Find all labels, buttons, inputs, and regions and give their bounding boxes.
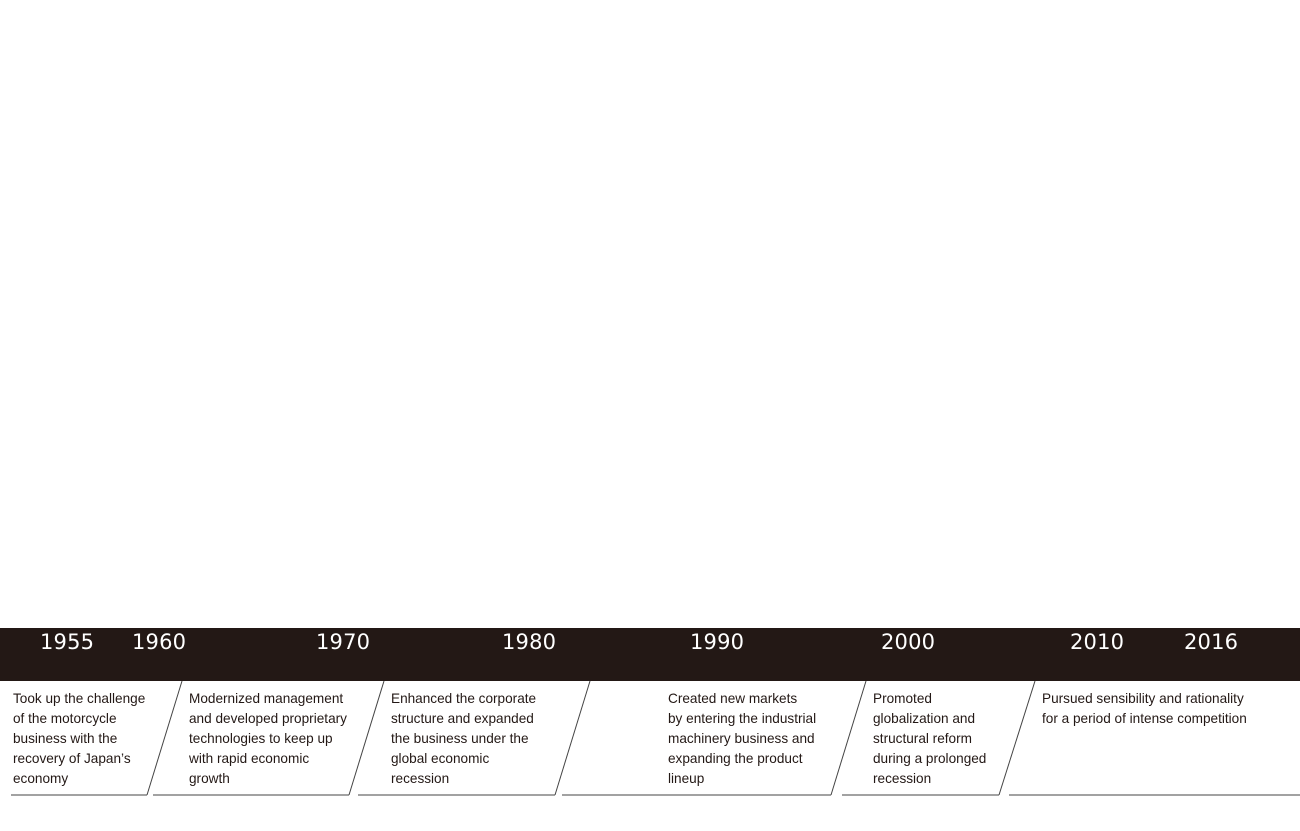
- era-description-3: Enhanced the corporate structure and exp…: [391, 689, 536, 789]
- era-line: by entering the industrial: [668, 711, 817, 726]
- era-line: the business under the: [391, 731, 529, 746]
- year-label-1955: 1955: [40, 630, 95, 654]
- era-line: lineup: [668, 771, 705, 786]
- era-line: Took up the challenge: [13, 691, 146, 706]
- era-description-5: Promoted globalization and structural re…: [873, 689, 986, 789]
- era-line: Pursued sensibility and rationality: [1042, 691, 1244, 706]
- era-line: global economic: [391, 751, 490, 766]
- year-label-2000: 2000: [881, 630, 936, 654]
- era-line: technologies to keep up: [189, 731, 333, 746]
- timeline-band: [0, 628, 1300, 681]
- era-line: with rapid economic: [189, 751, 310, 766]
- era-line: for a period of intense competition: [1042, 711, 1247, 726]
- year-label-1970: 1970: [316, 630, 371, 654]
- era-line: of the motorcycle: [13, 711, 117, 726]
- era-line: machinery business and: [668, 731, 815, 746]
- era-line: during a prolonged: [873, 751, 987, 766]
- era-line: recession: [391, 771, 450, 786]
- year-label-1990: 1990: [690, 630, 745, 654]
- era-line: Created new markets: [668, 691, 798, 706]
- era-line: recovery of Japan’s: [13, 751, 131, 766]
- era-line: structure and expanded: [391, 711, 534, 726]
- year-label-1980: 1980: [502, 630, 557, 654]
- era-line: expanding the product: [668, 751, 803, 766]
- era-description-2: Modernized management and developed prop…: [189, 689, 347, 789]
- era-separator: [146, 680, 183, 796]
- era-line: structural reform: [873, 731, 972, 746]
- era-separator: [998, 680, 1036, 796]
- era-line: Enhanced the corporate: [391, 691, 537, 706]
- era-separator: [830, 680, 867, 796]
- era-line: growth: [189, 771, 230, 786]
- year-label-2016: 2016: [1184, 630, 1239, 654]
- year-label-1960: 1960: [132, 630, 187, 654]
- era-line: recession: [873, 771, 932, 786]
- year-label-2010: 2010: [1070, 630, 1125, 654]
- era-line: Modernized management: [189, 691, 344, 706]
- era-line: Promoted: [873, 691, 932, 706]
- era-description-1: Took up the challenge of the motorcycle …: [13, 689, 145, 789]
- era-line: and developed proprietary: [189, 711, 347, 726]
- era-separator: [348, 680, 385, 796]
- era-line: globalization and: [873, 711, 976, 726]
- era-description-6: Pursued sensibility and rationality for …: [1042, 689, 1247, 729]
- era-line: business with the: [13, 731, 118, 746]
- era-separator: [554, 680, 591, 796]
- era-description-4: Created new markets by entering the indu…: [668, 689, 816, 789]
- era-line: economy: [13, 771, 69, 786]
